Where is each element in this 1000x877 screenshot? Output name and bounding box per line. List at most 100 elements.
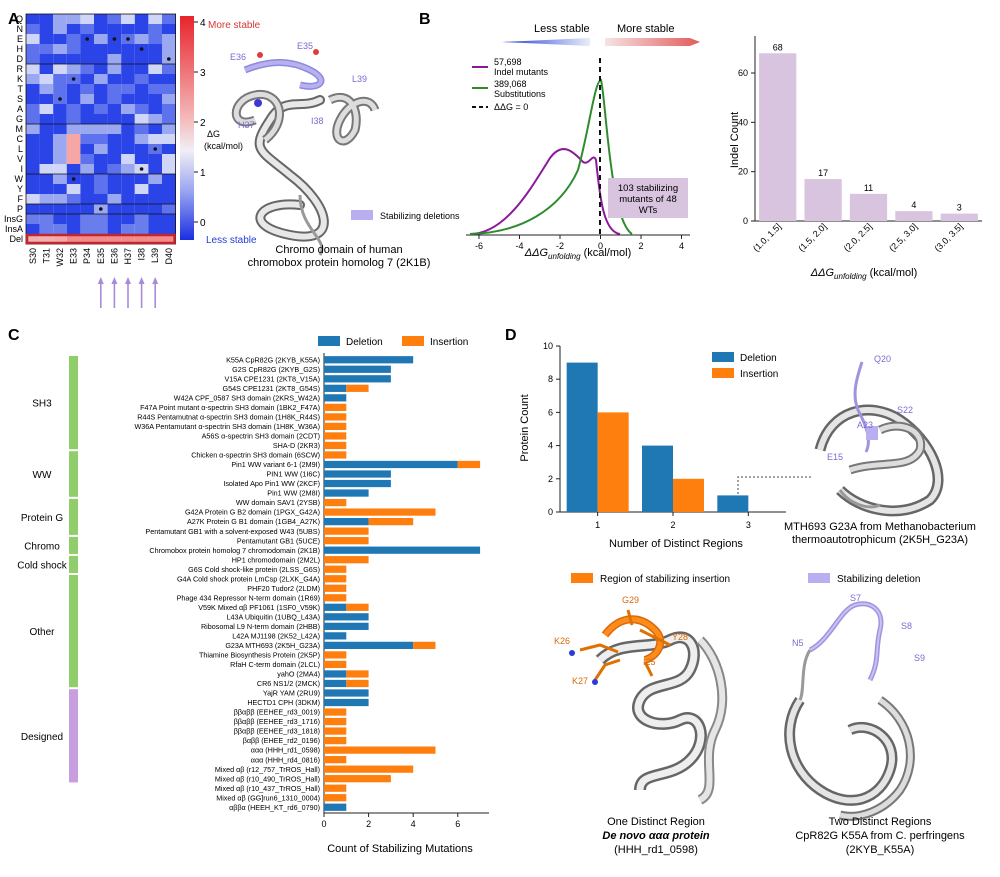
hbar-deletion-bar [324,679,347,688]
structure-label-e35: E35 [297,41,313,51]
heatmap-row-label: C [17,134,24,144]
heatmap-cell [39,44,54,54]
structure-label-l39: L39 [352,74,367,84]
hist-bar [940,213,978,221]
heatmap-cell [39,74,54,84]
heatmap-cell [107,24,122,34]
heatmap-row-label: Y [17,184,23,194]
wild-type-dot [71,77,76,81]
hbar-deletion-bar [324,375,391,383]
heatmap-cell [107,64,122,74]
heatmap-row-label: T [18,84,24,94]
hbar-insertion-bar [324,556,369,564]
substitution-density-curve [469,78,633,235]
heatmap-cell [80,214,94,224]
hbar-row-label: ααα (HHH_rd4_0816) [251,755,320,764]
heatmap-cell [94,224,108,234]
denovo-label-y28: Y28 [672,632,688,642]
hbar-row-label: CR6 NS1/2 (2MCK) [257,679,320,688]
region-x-label: Number of Distinct Regions [609,538,743,550]
heatmap-column-label: E33 [69,248,79,264]
heatmap-cell [121,114,135,124]
heatmap-cell [66,34,81,44]
heatmap-cell [26,184,40,194]
heatmap-cell [94,214,108,224]
hist-bar [895,211,933,221]
heatmap-cell [107,124,122,134]
heatmap-cell [26,204,40,214]
heatmap-cell [66,234,81,244]
heatmap-row-label: P [17,204,23,214]
heatmap-cell [134,64,149,74]
heatmap-cell [66,214,81,224]
region-x-tick-label: 2 [670,520,675,530]
hist-y-tick-label: 40 [738,117,748,127]
mth693-caption-line2: thermoautotrophicum (2K5H_G23A) [792,534,968,546]
colorbar-tick-label: 2 [200,118,206,129]
heatmap-row-label: Del [9,234,23,244]
hbar-row-label: R44S Pentamutnat α-spectrin SH3 domain (… [137,413,320,422]
hbar-x-label: Count of Stabilizing Mutations [327,843,473,855]
heatmap-cell [94,74,108,84]
hbar-row-label: Mixed αβ (r12_757_TrROS_Hall) [215,765,320,774]
heatmap-cell [107,154,122,164]
heatmap-cell [26,124,40,134]
heatmap-cell [80,94,94,104]
heatmap-cell [94,14,108,24]
heatmap-cell [107,174,122,184]
wild-type-dot [153,147,157,151]
heatmap-cell [134,54,149,64]
hbar-row-label: L42A MJ1198 (2K52_L42A) [232,631,320,640]
heatmap-cell [80,174,94,184]
hbar-deletion-bar [324,698,369,707]
hbar-insertion-bar [324,422,347,431]
heatmap-cell [107,84,122,94]
heatmap-cell [26,194,40,204]
heatmap-cell [94,94,108,104]
heatmap-cell [26,54,40,64]
hbar-row-label: W36A Pentamutant α-spectrin SH3 domain (… [134,422,320,431]
heatmap-cell [53,34,67,44]
heatmap-cell [107,14,122,24]
group-bar [69,555,78,573]
heatmap-cell [26,74,40,84]
hbar-insertion-bar [346,384,369,392]
hbar-insertion-bar [324,508,436,516]
heatmap-cell [121,124,135,134]
heatmap-cell [148,154,162,164]
mth693-caption-line1: MTH693 G23A from Methanobacterium [784,521,976,533]
region-callout-line [737,476,812,494]
density-x-tick-label: -6 [475,241,483,251]
heatmap-row-label: I [20,164,23,174]
hbar-insertion-bar [324,565,347,573]
group-label: WW [33,470,52,481]
deletion-region-legend: Stabilizing deletion [837,574,920,585]
hbar-insertion-bar [413,641,436,650]
hbar-insertion-bar [346,670,369,678]
legend-indel-label: Indel mutants [494,67,549,77]
heatmap-cell [66,154,81,164]
heatmap-cell [80,74,94,84]
heatmap-column-labels: S30 T31 W32 E33 P34 E35 E36 H37 I38 L39 D40 [28,248,174,267]
legend-insertion-swatch [402,336,424,346]
indel-count-chart: 0 20 40 60 68 (1.0, 1.5] 17 (1.5, 2.0] 11 (2.0, 2… [738,36,982,254]
heatmap-cell [26,64,40,74]
hbar-row-label: Isolated Apo Pin1 WW (2KCF) [223,479,320,488]
heatmap-column-label: W32 [55,248,65,267]
legend-deletion-swatch [318,336,340,346]
heatmap-cell [80,144,94,154]
hbar-row-label: Thiamine Biosynthesis Protein (2K5P) [199,651,320,660]
heatmap-cell [53,84,67,94]
hist-bar [849,193,888,221]
heatmap-cell [80,14,94,24]
hbar-insertion-bar [346,603,369,611]
deletion-arrow-head [125,277,131,284]
hbar-deletion-bar [324,632,347,640]
hbar-insertion-bar [324,794,347,802]
cpr82g-label-s8: S8 [901,621,912,631]
heatmap-cell [80,234,94,244]
heatmap-row-label: R [17,64,24,74]
group-bar [69,536,78,554]
heatmap-cell [162,74,176,84]
heatmap-cell [134,224,149,234]
